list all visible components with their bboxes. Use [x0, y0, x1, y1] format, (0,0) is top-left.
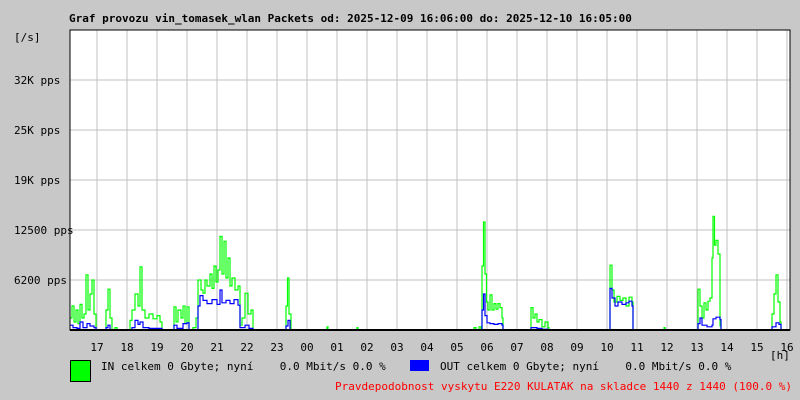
y-axis-unit: [/s]	[14, 31, 41, 44]
x-tick-label: 13	[690, 341, 703, 354]
x-tick-label: 08	[540, 341, 553, 354]
x-tick-label: 05	[450, 341, 463, 354]
x-tick-label: 01	[330, 341, 343, 354]
chart-title: Graf provozu vin_tomasek_wlan Packets od…	[69, 12, 632, 25]
x-tick-label: 12	[660, 341, 673, 354]
y-tick-label: 25K pps	[14, 124, 60, 137]
footer-note: Pravdepodobnost vyskytu E220 KULATAK na …	[335, 380, 792, 393]
x-tick-label: 21	[210, 341, 223, 354]
x-axis-unit: [h]	[770, 349, 790, 362]
y-tick-label: 32K pps	[14, 74, 60, 87]
x-tick-label: 02	[360, 341, 373, 354]
x-tick-label: 16	[780, 341, 793, 354]
x-tick-label: 22	[240, 341, 253, 354]
y-tick-label: 19K pps	[14, 174, 60, 187]
legend-in-text: IN celkem 0 Gbyte; nyní 0.0 Mbit/s 0.0 %	[101, 360, 386, 373]
x-tick-label: 15	[750, 341, 763, 354]
y-tick-label: 6200 pps	[14, 274, 67, 287]
x-tick-label: 23	[270, 341, 283, 354]
x-tick-label: 06	[480, 341, 493, 354]
x-tick-label: 00	[300, 341, 313, 354]
legend-out-swatch	[410, 360, 429, 371]
legend-in-swatch	[70, 360, 91, 382]
x-tick-label: 18	[120, 341, 133, 354]
x-tick-label: 03	[390, 341, 403, 354]
x-tick-label: 11	[630, 341, 643, 354]
legend-out-text: OUT celkem 0 Gbyte; nyní 0.0 Mbit/s 0.0 …	[440, 360, 732, 373]
x-tick-label: 17	[90, 341, 103, 354]
x-tick-label: 20	[180, 341, 193, 354]
x-tick-label: 07	[510, 341, 523, 354]
x-tick-label: 19	[150, 341, 163, 354]
x-tick-label: 09	[570, 341, 583, 354]
y-tick-label: 12500 pps	[14, 224, 74, 237]
x-tick-label: 10	[600, 341, 613, 354]
x-tick-label: 14	[720, 341, 734, 354]
x-tick-label: 04	[420, 341, 434, 354]
